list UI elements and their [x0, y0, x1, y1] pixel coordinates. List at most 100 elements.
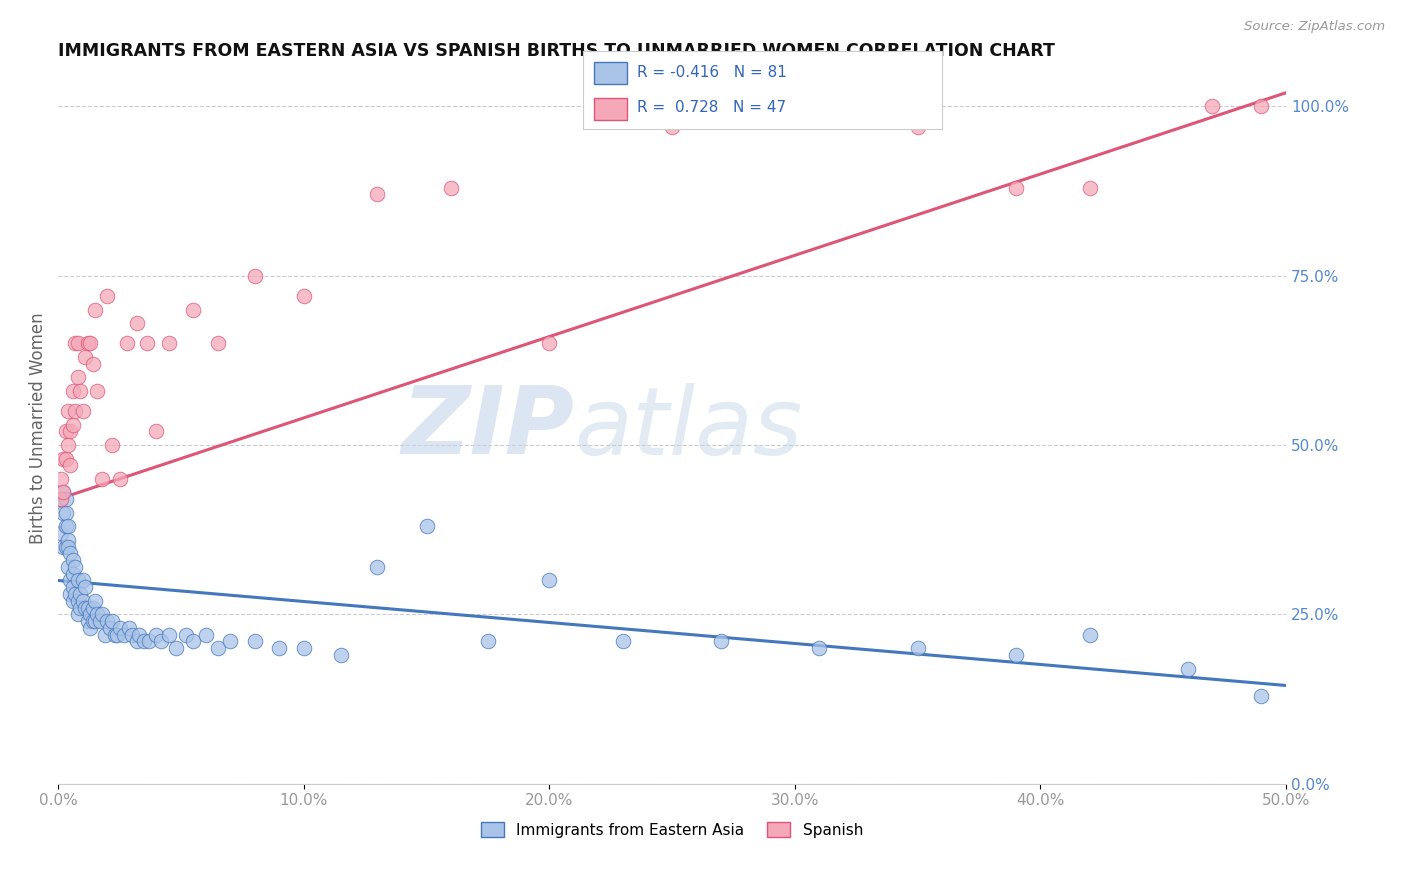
Point — [52, 540, 75, 554]
Point — [174, 628, 197, 642]
Point — [79, 607, 101, 622]
Point — [538, 574, 561, 588]
Point — [66, 336, 89, 351]
Point — [52, 451, 75, 466]
Point — [55, 519, 77, 533]
Point — [329, 648, 352, 662]
Point — [76, 600, 98, 615]
Point — [56, 560, 79, 574]
Point — [79, 336, 101, 351]
Text: IMMIGRANTS FROM EASTERN ASIA VS SPANISH BIRTHS TO UNMARRIED WOMEN CORRELATION CH: IMMIGRANTS FROM EASTERN ASIA VS SPANISH … — [58, 42, 1054, 60]
Point — [65, 404, 87, 418]
Point — [269, 641, 291, 656]
Point — [440, 180, 463, 194]
Text: Source: ZipAtlas.com: Source: ZipAtlas.com — [1244, 20, 1385, 33]
Point — [94, 628, 117, 642]
Point — [121, 628, 143, 642]
Point — [75, 350, 97, 364]
Point — [79, 621, 101, 635]
Point — [56, 438, 79, 452]
Point — [157, 628, 180, 642]
Point — [292, 289, 315, 303]
Point — [66, 594, 89, 608]
Point — [125, 316, 148, 330]
Point — [181, 302, 204, 317]
Bar — [595, 62, 627, 84]
Point — [157, 336, 180, 351]
Point — [49, 472, 72, 486]
Point — [138, 634, 160, 648]
Point — [52, 506, 75, 520]
Point — [783, 99, 806, 113]
Point — [366, 560, 388, 574]
Point — [49, 492, 72, 507]
Point — [55, 425, 77, 439]
Y-axis label: Births to Unmarried Women: Births to Unmarried Women — [30, 312, 46, 544]
Point — [49, 526, 72, 541]
Point — [415, 519, 437, 533]
Point — [82, 357, 104, 371]
Point — [75, 600, 97, 615]
Point — [477, 634, 499, 648]
Point — [62, 417, 84, 432]
Point — [108, 472, 131, 486]
Point — [82, 614, 104, 628]
Point — [84, 594, 107, 608]
Point — [105, 628, 128, 642]
Text: ZIP: ZIP — [401, 382, 574, 474]
Point — [96, 614, 118, 628]
Point — [125, 634, 148, 648]
Point — [808, 641, 831, 656]
Point — [55, 451, 77, 466]
Point — [612, 634, 634, 648]
Point — [66, 607, 89, 622]
Point — [181, 634, 204, 648]
Point — [96, 289, 118, 303]
Point — [69, 587, 91, 601]
Point — [62, 594, 84, 608]
Point — [59, 574, 82, 588]
Text: R =  0.728   N = 47: R = 0.728 N = 47 — [637, 100, 786, 115]
Point — [76, 614, 98, 628]
Point — [114, 628, 136, 642]
Point — [65, 587, 87, 601]
Point — [65, 336, 87, 351]
Point — [82, 600, 104, 615]
Point — [104, 628, 127, 642]
Point — [207, 641, 229, 656]
Point — [84, 302, 107, 317]
Point — [1005, 180, 1028, 194]
Point — [89, 614, 111, 628]
Point — [72, 574, 94, 588]
Point — [538, 336, 561, 351]
Point — [292, 641, 315, 656]
Point — [65, 560, 87, 574]
Point — [66, 574, 89, 588]
Point — [62, 553, 84, 567]
Point — [1250, 99, 1272, 113]
Legend: Immigrants from Eastern Asia, Spanish: Immigrants from Eastern Asia, Spanish — [475, 815, 869, 844]
Point — [243, 268, 266, 283]
Point — [62, 566, 84, 581]
Point — [1177, 661, 1199, 675]
Point — [55, 540, 77, 554]
Point — [55, 492, 77, 507]
Point — [62, 384, 84, 398]
Bar — [595, 98, 627, 120]
Point — [55, 506, 77, 520]
Point — [66, 370, 89, 384]
Point — [59, 587, 82, 601]
Point — [115, 336, 138, 351]
Point — [134, 634, 156, 648]
Point — [661, 120, 683, 134]
Point — [194, 628, 217, 642]
Point — [145, 425, 167, 439]
Point — [710, 634, 733, 648]
Point — [52, 485, 75, 500]
Point — [1005, 648, 1028, 662]
Point — [52, 485, 75, 500]
Point — [91, 607, 114, 622]
Point — [1201, 99, 1223, 113]
Point — [56, 540, 79, 554]
Point — [135, 336, 157, 351]
